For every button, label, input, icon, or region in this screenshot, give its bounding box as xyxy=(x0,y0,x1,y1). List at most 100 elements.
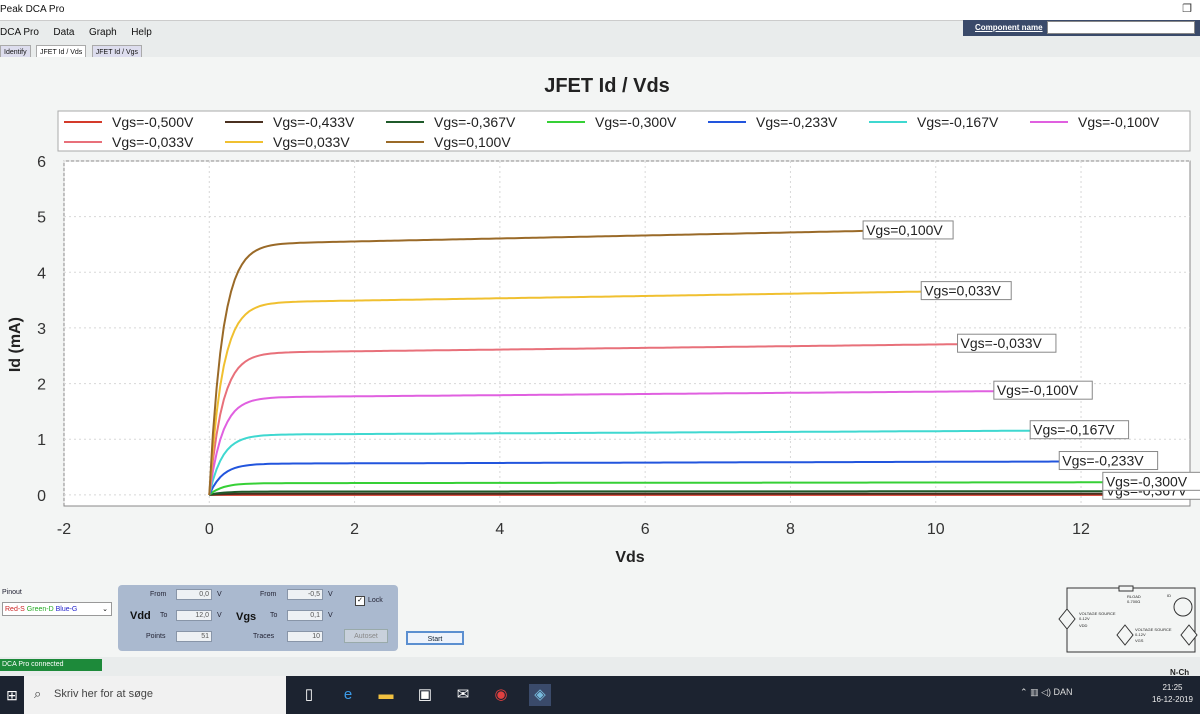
chart-title: JFET Id / Vds xyxy=(544,75,670,97)
language-indicator[interactable]: DAN xyxy=(1053,687,1073,697)
y-tick-label: 1 xyxy=(37,432,46,449)
system-tray: ⌃ ▥ ◁) DAN xyxy=(1020,687,1073,698)
vgs-to-unit: V xyxy=(328,612,333,619)
lock-checkbox[interactable]: ✓ xyxy=(355,596,365,606)
y-tick-label: 0 xyxy=(37,488,46,505)
network-icon[interactable]: ▥ xyxy=(1030,687,1039,697)
series-line xyxy=(208,429,1031,496)
y-tick-label: 2 xyxy=(37,377,46,394)
series-line xyxy=(208,460,1060,496)
lock-label: Lock xyxy=(368,597,383,604)
legend-label: Vgs=0,033V xyxy=(273,134,350,150)
volume-icon[interactable]: ◁) xyxy=(1041,687,1052,697)
source1-label: VOLTAGE SOURCE xyxy=(1079,611,1116,616)
vgs-from-unit: V xyxy=(328,591,333,598)
taskbar-search[interactable]: ⌕ Skriv her for at søge xyxy=(24,676,286,714)
windows-start-icon[interactable]: ⊞ xyxy=(6,687,18,703)
taskbar-clock[interactable]: 21:25 16-12-2019 xyxy=(1145,682,1200,706)
test-circuit-diagram: RLOAD 0-700Ω VOLTAGE SOURCE 0-12V VDD VO… xyxy=(1058,585,1198,653)
series-end-label-box xyxy=(920,281,1012,301)
series-end-label: Vgs=-0,300V xyxy=(1106,473,1188,489)
series-end-label: Vgs=-0,100V xyxy=(997,382,1079,398)
series-end-label-box xyxy=(993,380,1093,400)
vdd-to-unit: V xyxy=(217,612,222,619)
vgs-circuit-label: VGS xyxy=(1135,638,1144,643)
source2-range: 0-12V xyxy=(1135,632,1146,637)
id-circuit-label: ID xyxy=(1167,593,1171,598)
series-line xyxy=(209,492,1103,496)
search-icon: ⌕ xyxy=(34,686,42,701)
menu-help[interactable]: Help xyxy=(131,27,152,38)
task-view-icon[interactable]: ▯ xyxy=(304,686,314,703)
pinout-blue: Blue-G xyxy=(55,606,78,613)
plot-area xyxy=(63,160,1191,507)
series-line xyxy=(208,343,958,496)
file-explorer-icon[interactable]: ▬ xyxy=(378,686,394,703)
legend-label: Vgs=-0,300V xyxy=(595,114,677,130)
series-end-label-box xyxy=(1058,451,1159,471)
edge-browser-icon[interactable]: e xyxy=(343,686,353,703)
restore-icon[interactable]: ❐ xyxy=(1182,3,1192,15)
vgs-from-label: From xyxy=(260,591,277,598)
store-icon[interactable]: ▣ xyxy=(417,686,433,703)
vgs-to-input[interactable] xyxy=(287,610,323,621)
app-red-icon[interactable]: ◉ xyxy=(494,686,508,703)
series-end-label: Vgs=-0,233V xyxy=(1062,453,1144,469)
series-end-label-box xyxy=(1102,471,1200,491)
autoset-button[interactable]: Autoset xyxy=(344,629,388,643)
traces-input[interactable] xyxy=(287,631,323,642)
mail-icon[interactable]: ✉ xyxy=(456,686,470,703)
points-input[interactable] xyxy=(176,631,212,642)
series-line xyxy=(208,290,922,495)
x-tick-label: 12 xyxy=(1072,521,1090,538)
start-button[interactable]: Start xyxy=(406,631,464,645)
peak-dca-app-icon[interactable]: ◈ xyxy=(529,684,551,706)
vdd-from-input[interactable] xyxy=(176,589,212,600)
vdd-to-input[interactable] xyxy=(176,610,212,621)
pinout-red: Red-S xyxy=(5,606,25,613)
y-tick-label: 6 xyxy=(37,154,46,171)
legend-label: Vgs=-0,100V xyxy=(1078,114,1160,130)
x-tick-label: 8 xyxy=(786,521,795,538)
series-line xyxy=(208,481,1103,496)
y-tick-label: 5 xyxy=(37,210,46,227)
series-line xyxy=(208,390,994,496)
menu-data[interactable]: Data xyxy=(53,27,75,38)
source1-range: 0-12V xyxy=(1079,616,1090,621)
x-axis-label: Vds xyxy=(615,549,644,566)
vgs-from-input[interactable] xyxy=(287,589,323,600)
y-axis-label: Id (mA) xyxy=(7,317,24,372)
menu-graph[interactable]: Graph xyxy=(88,27,117,38)
chevron-down-icon: ⌄ xyxy=(102,606,108,613)
x-tick-label: 4 xyxy=(495,521,504,538)
series-end-label-box xyxy=(862,220,954,240)
series-end-label: Vgs=-0,033V xyxy=(961,335,1043,351)
clock-date: 16-12-2019 xyxy=(1152,695,1193,704)
y-tick-label: 3 xyxy=(37,321,46,338)
vdd-from-label: From xyxy=(150,591,167,598)
vdd-circuit-label: VDD xyxy=(1079,623,1088,628)
chart-legend-box xyxy=(57,110,1191,152)
x-tick-label: 0 xyxy=(205,521,214,538)
rload-label: RLOAD xyxy=(1127,594,1141,599)
series-line xyxy=(208,229,864,495)
search-placeholder: Skriv her for at søge xyxy=(54,688,154,700)
id-vds-chart: JFET Id / Vds Vgs=-0,500V Vgs=-0,433V Vgs=-… xyxy=(7,75,1200,566)
component-name-panel: Component name xyxy=(963,20,1200,36)
title-bar: Peak DCA Pro ❐ xyxy=(0,0,1200,21)
points-label: Points xyxy=(146,633,166,640)
chevron-up-icon[interactable]: ⌃ xyxy=(1020,687,1028,697)
pinout-select[interactable]: Red-S Green-D Blue-G ⌄ xyxy=(2,602,112,616)
window-title: Peak DCA Pro xyxy=(0,4,65,15)
series-end-label-box xyxy=(1029,420,1130,440)
vdd-label: Vdd xyxy=(130,610,151,622)
series-end-label-box xyxy=(957,333,1057,353)
legend-label: Vgs=-0,167V xyxy=(917,114,999,130)
component-name-label: Component name xyxy=(975,23,1043,32)
connection-status: DCA Pro connected xyxy=(0,659,102,671)
pinout-label: Pinout xyxy=(2,589,22,596)
traces-label: Traces xyxy=(253,633,275,640)
menu-dca-pro[interactable]: DCA Pro xyxy=(0,27,39,38)
series-end-label: Vgs=0,100V xyxy=(866,222,943,238)
component-name-input[interactable] xyxy=(1047,21,1195,34)
